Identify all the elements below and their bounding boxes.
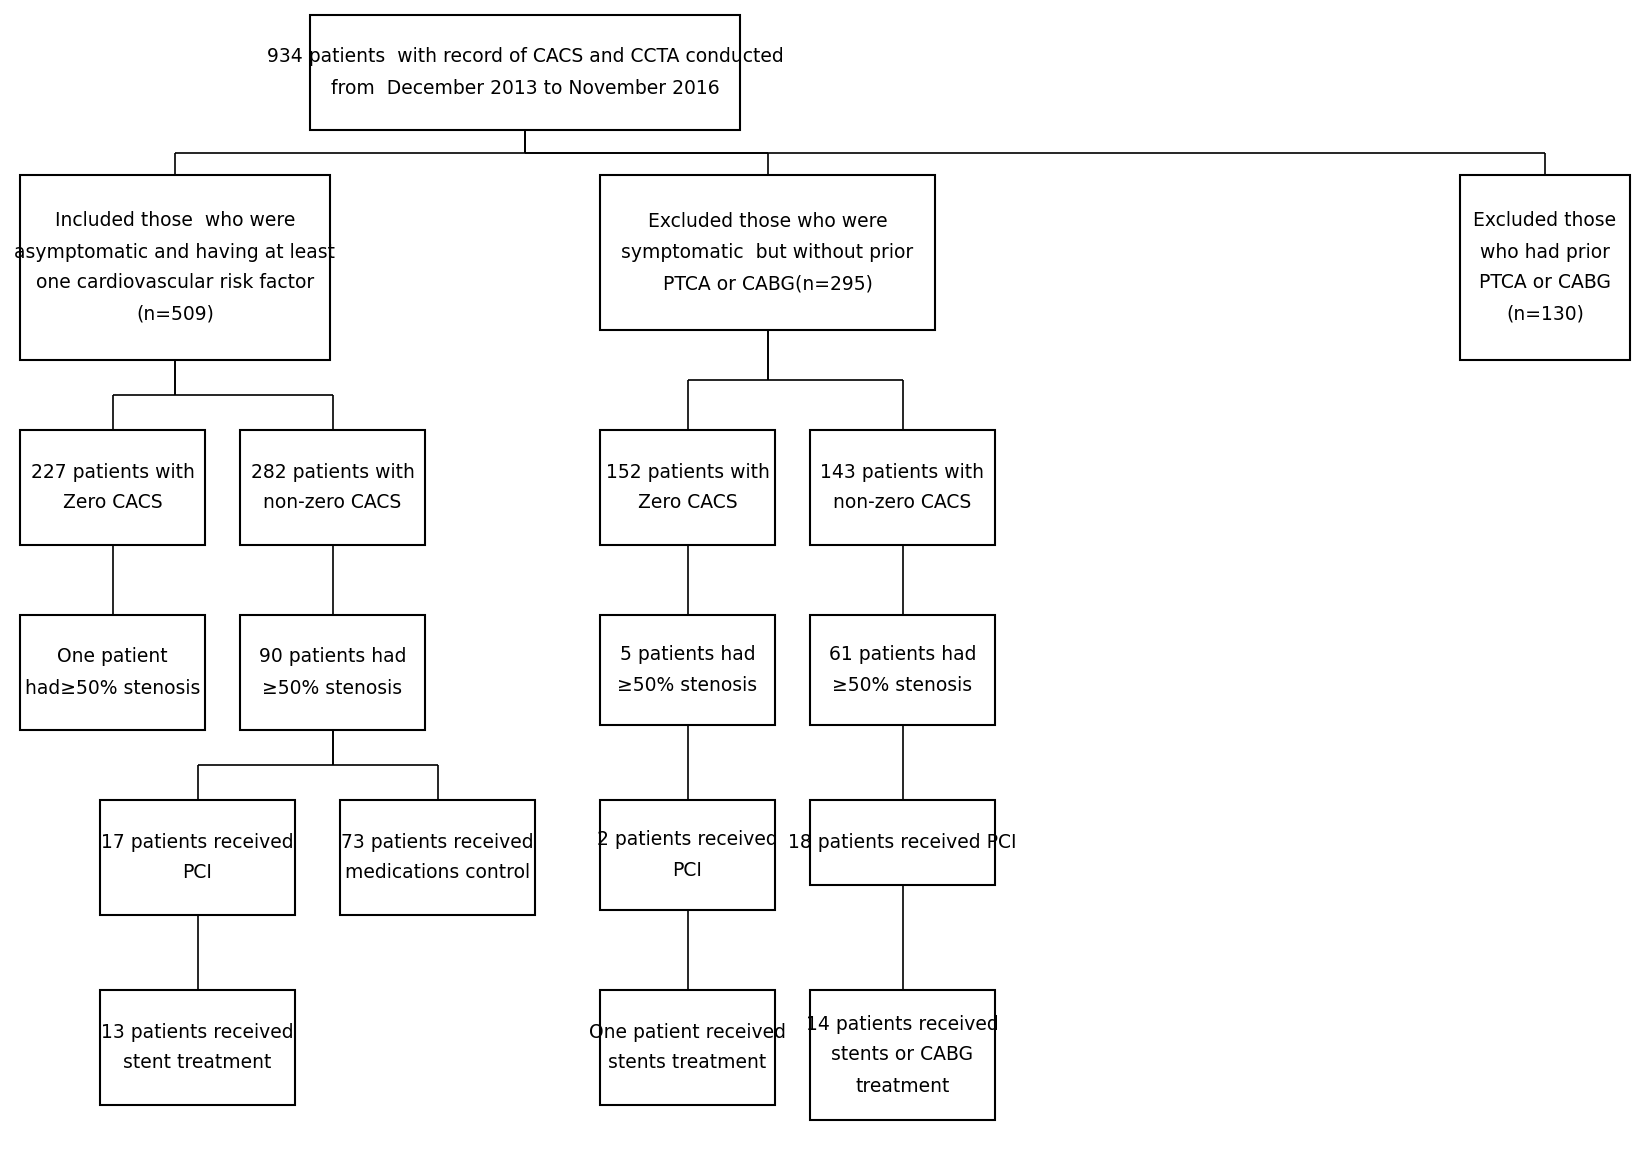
Text: 14 patients received
stents or CABG
treatment: 14 patients received stents or CABG trea… — [807, 1015, 998, 1095]
Text: 227 patients with
Zero CACS: 227 patients with Zero CACS — [31, 463, 195, 513]
Bar — [810, 800, 995, 885]
Bar — [1460, 175, 1630, 360]
Bar — [101, 800, 295, 915]
Text: Included those  who were
asymptomatic and having at least
one cardiovascular ris: Included those who were asymptomatic and… — [15, 211, 335, 324]
Text: 73 patients received
medications control: 73 patients received medications control — [342, 833, 535, 883]
Text: Excluded those
who had prior
PTCA or CABG
(n=130): Excluded those who had prior PTCA or CAB… — [1473, 211, 1617, 324]
Bar — [20, 615, 205, 730]
Text: One patient received
stents treatment: One patient received stents treatment — [589, 1022, 785, 1073]
Text: 2 patients received
PCI: 2 patients received PCI — [597, 831, 777, 880]
Bar — [601, 989, 776, 1105]
Bar — [239, 430, 426, 545]
Bar — [601, 615, 776, 725]
Text: 18 patients received PCI: 18 patients received PCI — [789, 833, 1016, 851]
Text: 13 patients received
stent treatment: 13 patients received stent treatment — [101, 1022, 294, 1073]
Text: 143 patients with
non-zero CACS: 143 patients with non-zero CACS — [820, 463, 985, 513]
Text: 61 patients had
≥50% stenosis: 61 patients had ≥50% stenosis — [828, 645, 977, 695]
Bar — [810, 615, 995, 725]
Text: 282 patients with
non-zero CACS: 282 patients with non-zero CACS — [251, 463, 414, 513]
Text: One patient
had≥50% stenosis: One patient had≥50% stenosis — [25, 647, 200, 697]
Bar — [601, 800, 776, 909]
Text: Excluded those who were
symptomatic  but without prior
PTCA or CABG(n=295): Excluded those who were symptomatic but … — [622, 212, 914, 293]
Text: 934 patients  with record of CACS and CCTA conducted
from  December 2013 to Nove: 934 patients with record of CACS and CCT… — [267, 48, 784, 97]
Text: 5 patients had
≥50% stenosis: 5 patients had ≥50% stenosis — [617, 645, 757, 695]
Bar — [601, 430, 776, 545]
Bar — [101, 989, 295, 1105]
Bar — [239, 615, 426, 730]
Bar — [340, 800, 535, 915]
Bar — [810, 430, 995, 545]
Text: 90 patients had
≥50% stenosis: 90 patients had ≥50% stenosis — [259, 647, 406, 697]
Bar — [20, 175, 330, 360]
Text: 152 patients with
Zero CACS: 152 patients with Zero CACS — [606, 463, 769, 513]
Text: 17 patients received
PCI: 17 patients received PCI — [101, 833, 294, 883]
Bar — [810, 989, 995, 1121]
Bar — [601, 175, 936, 329]
Bar — [310, 15, 739, 130]
Bar — [20, 430, 205, 545]
